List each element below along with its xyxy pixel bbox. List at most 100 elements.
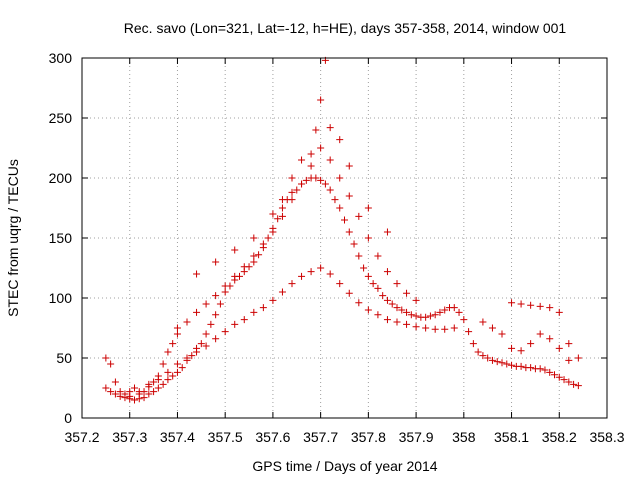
x-tick-label: 357.9	[399, 429, 434, 445]
data-point	[369, 280, 377, 288]
y-axis-label: STEC from uqrg / TECUs	[5, 159, 21, 317]
data-point	[565, 356, 573, 364]
data-point	[269, 228, 277, 236]
data-point	[183, 318, 191, 326]
data-point	[131, 384, 138, 392]
data-point	[383, 296, 391, 304]
data-point	[307, 150, 315, 158]
data-point	[498, 359, 506, 367]
data-point	[169, 372, 177, 380]
data-point	[288, 174, 296, 182]
data-point	[450, 324, 458, 332]
x-tick-label: 358.1	[494, 429, 529, 445]
data-point	[298, 272, 306, 280]
data-point	[555, 373, 563, 381]
data-point	[450, 304, 458, 312]
y-tick-label: 50	[56, 350, 72, 366]
data-point	[159, 380, 167, 388]
data-point	[317, 144, 325, 152]
data-point	[202, 342, 210, 350]
data-point	[345, 192, 353, 200]
data-point	[383, 268, 391, 276]
data-point	[479, 318, 487, 326]
data-point	[412, 323, 420, 331]
data-point	[111, 390, 119, 398]
y-tick-label: 150	[49, 230, 73, 246]
x-tick-label: 357.3	[112, 429, 147, 445]
data-point	[269, 210, 277, 218]
data-point	[570, 380, 578, 388]
data-point	[422, 324, 430, 332]
y-tick-labels: 0 50 100 150 200 250 300	[49, 50, 73, 426]
data-point	[412, 296, 420, 304]
data-point	[364, 306, 372, 314]
x-tick-label: 357.6	[255, 429, 290, 445]
data-point	[536, 330, 544, 338]
x-tick-label: 357.5	[208, 429, 243, 445]
data-point	[503, 360, 511, 368]
data-point	[360, 264, 368, 272]
data-point	[202, 330, 210, 338]
data-point	[131, 396, 138, 404]
data-point	[374, 311, 382, 319]
data-point	[173, 330, 181, 338]
chart-title: Rec. savo (Lon=321, Lat=-12, h=HE), days…	[124, 20, 567, 36]
data-point	[398, 306, 406, 314]
data-point	[412, 312, 420, 320]
data-point	[350, 240, 358, 248]
data-point	[407, 311, 415, 319]
data-point	[164, 348, 172, 356]
data-point	[116, 388, 124, 396]
data-point	[336, 174, 344, 182]
data-point	[197, 340, 205, 348]
data-point	[302, 176, 310, 184]
data-point	[278, 288, 286, 296]
data-point	[565, 378, 573, 386]
data-point	[383, 228, 391, 236]
x-tick-label: 358	[452, 429, 476, 445]
data-point	[145, 390, 153, 398]
data-point	[546, 368, 554, 376]
data-point	[207, 320, 215, 328]
data-point	[250, 258, 258, 266]
data-point	[250, 252, 258, 260]
data-point	[364, 234, 372, 242]
y-tick-label: 250	[49, 110, 73, 126]
data-point	[183, 354, 191, 362]
data-point	[555, 308, 563, 316]
data-point	[565, 340, 573, 348]
data-point	[154, 376, 162, 384]
data-point	[321, 180, 329, 188]
data-point	[164, 376, 172, 384]
data-point	[326, 124, 334, 132]
data-point	[216, 300, 224, 308]
data-point	[431, 325, 439, 333]
data-point	[388, 300, 396, 308]
data-point	[274, 215, 282, 223]
data-point	[469, 340, 477, 348]
data-point	[278, 196, 286, 204]
data-point	[403, 320, 411, 328]
data-point	[355, 212, 363, 220]
data-point	[551, 371, 558, 379]
data-points	[102, 56, 582, 404]
data-point	[307, 268, 315, 276]
x-tick-label: 358.3	[589, 429, 624, 445]
x-tick-label: 357.8	[351, 429, 386, 445]
data-point	[278, 212, 286, 220]
x-tick-label: 357.2	[64, 429, 99, 445]
data-point	[455, 308, 463, 316]
data-point	[546, 304, 554, 312]
x-tick-label: 358.2	[542, 429, 577, 445]
data-point	[374, 284, 382, 292]
data-point	[288, 188, 296, 196]
data-point	[393, 280, 401, 288]
x-axis-label: GPS time / Days of year 2014	[252, 458, 437, 474]
data-point	[488, 356, 496, 364]
data-point	[460, 316, 468, 324]
data-point	[441, 325, 449, 333]
data-point	[169, 340, 177, 348]
data-point	[546, 335, 554, 343]
y-tick-label: 300	[49, 50, 73, 66]
